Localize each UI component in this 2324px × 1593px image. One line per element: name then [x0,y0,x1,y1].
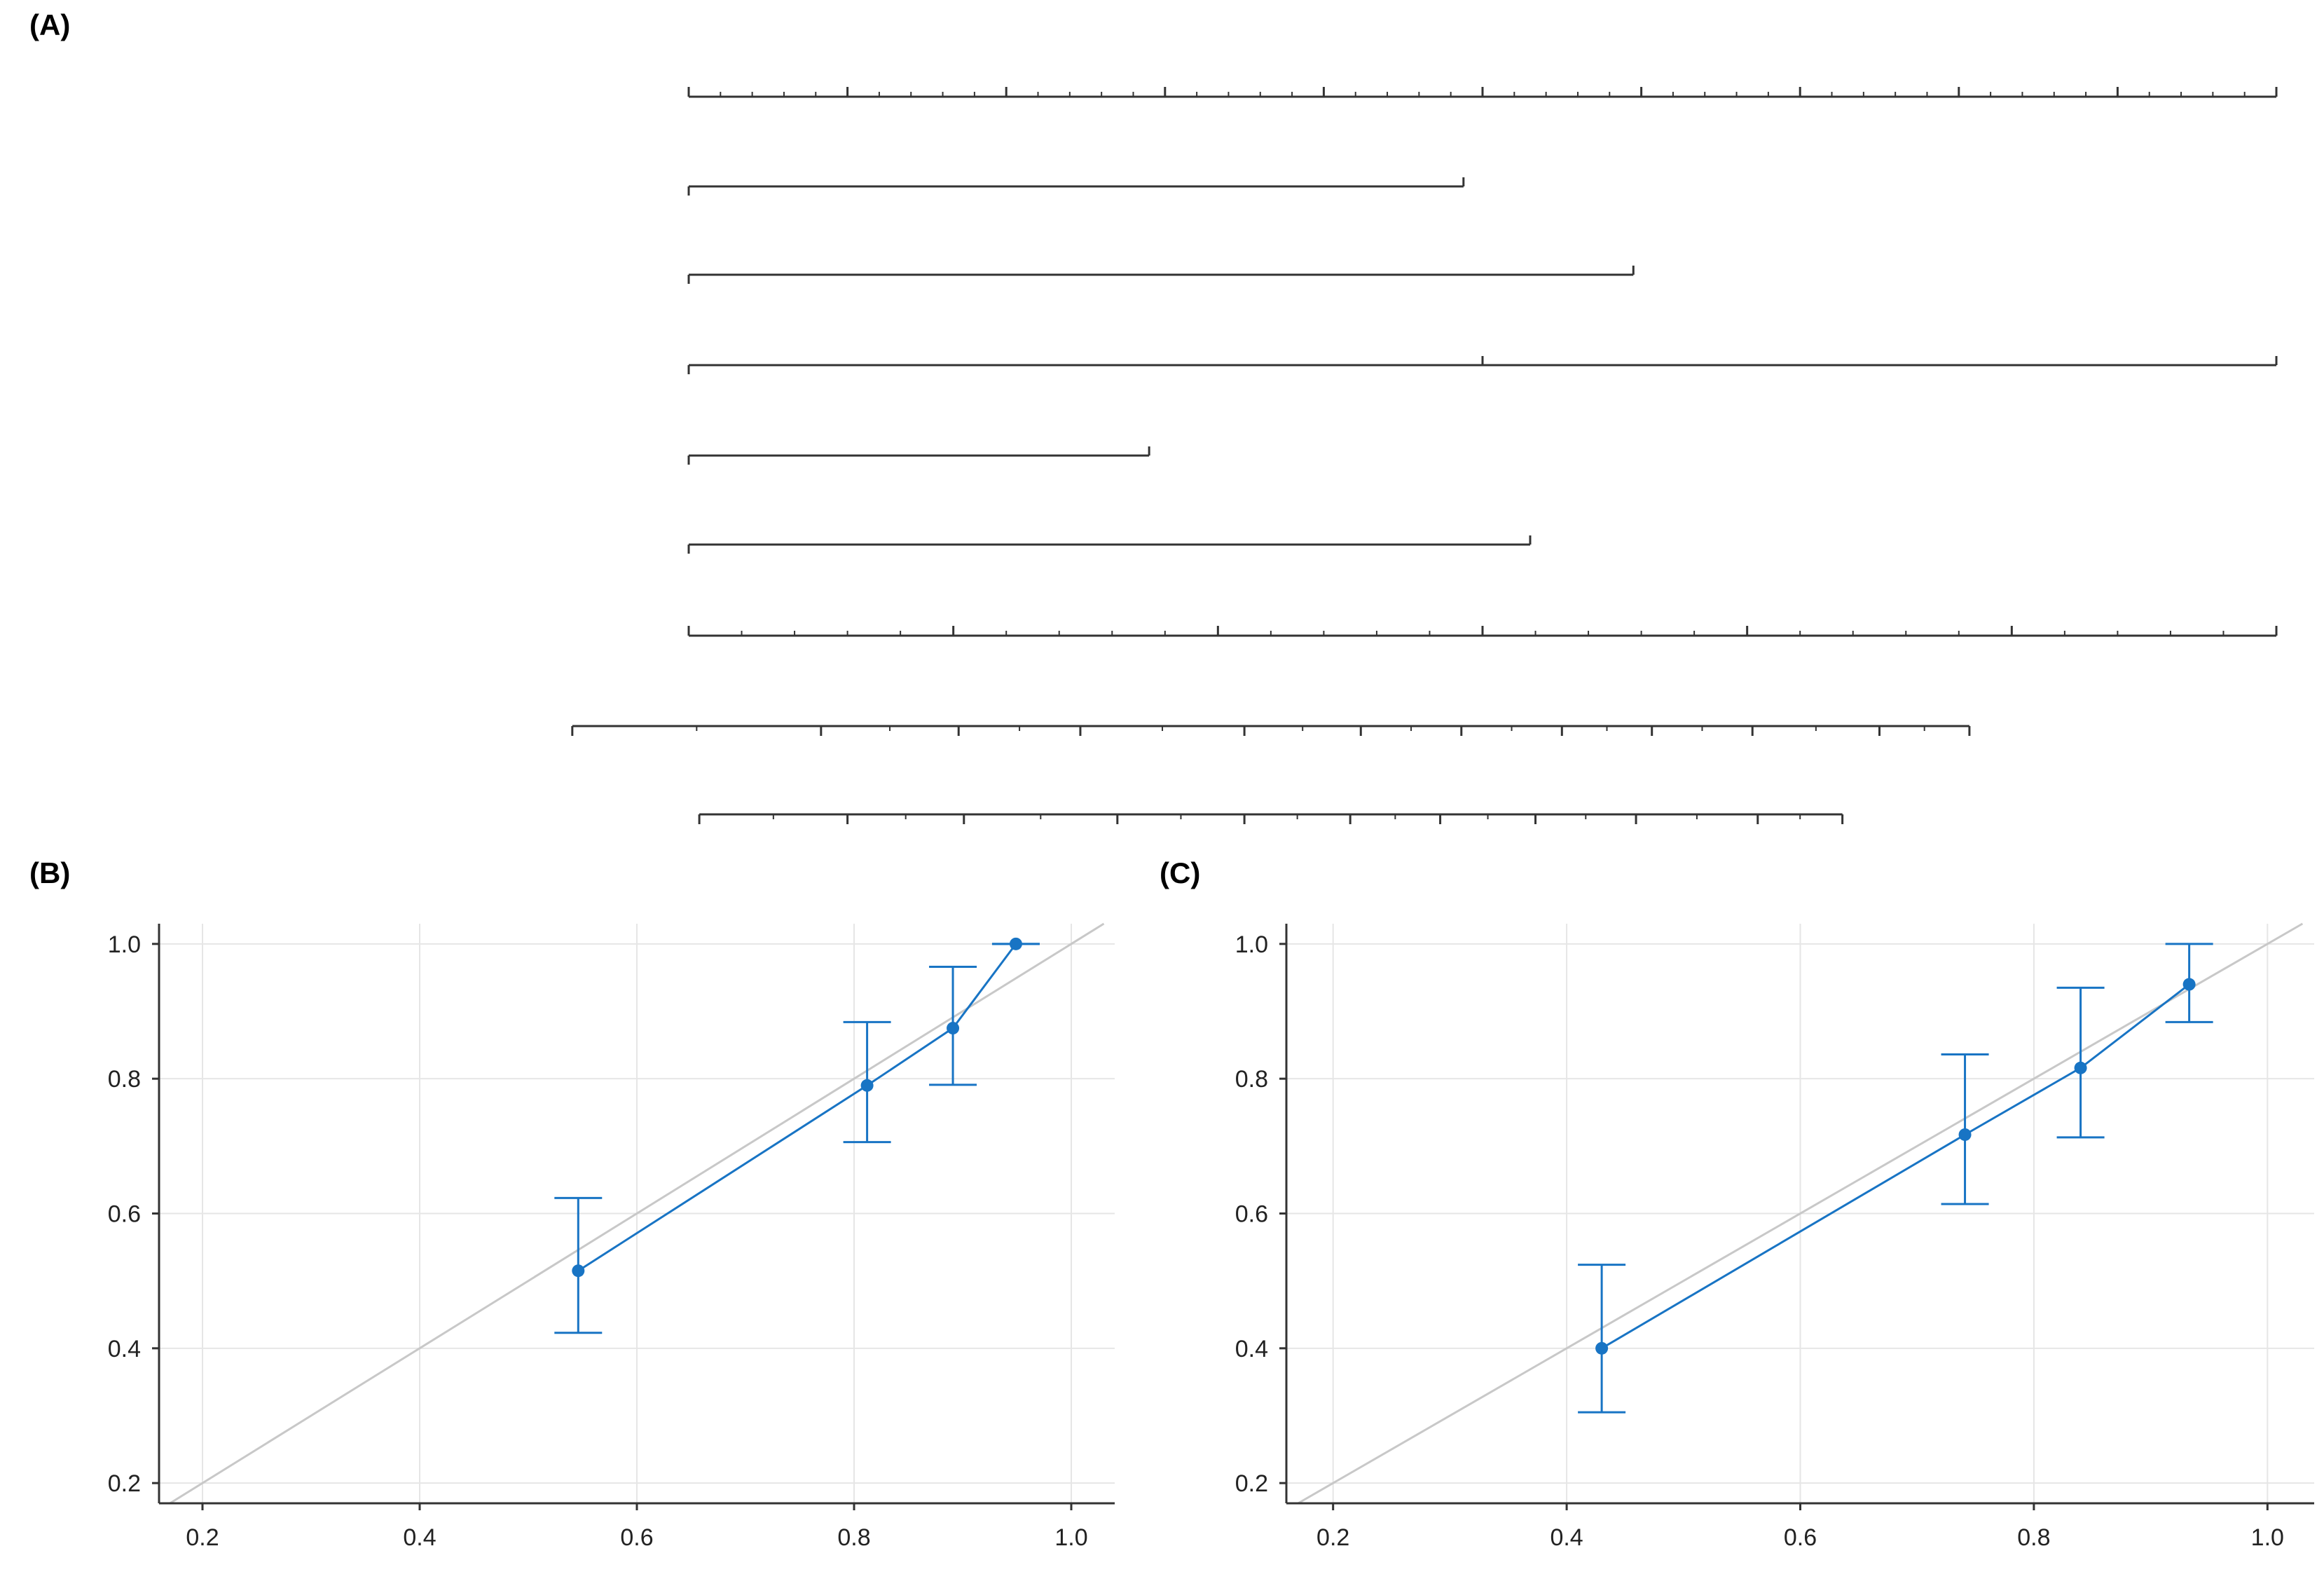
x-tick-label: 0.4 [403,1524,436,1551]
panel-label-c: (C) [1160,856,1200,889]
y-tick-label: 1.0 [108,931,141,958]
calibration-line [577,943,1017,1272]
calibration-point [2074,1061,2087,1074]
calibration-point [947,1022,960,1035]
y-tick-label: 0.4 [108,1336,141,1362]
calibration-point [860,1079,874,1092]
x-tick-label: 1.0 [2251,1524,2284,1551]
calibration-point [1595,1341,1609,1355]
y-tick-label: 0.2 [1235,1470,1268,1497]
ideal-reference-line [169,922,1105,1505]
x-tick-label: 0.8 [837,1524,870,1551]
x-tick-label: 0.6 [620,1524,653,1551]
calibration-line [1601,983,2190,1350]
calibration-3year-panel: (B) 0.2 0.4 0.6 0.8 1.0 0.2 0.4 0.6 0.8 1.0 [29,856,1115,1551]
x-tick-label: 0.2 [1316,1524,1349,1551]
x-tick-label: 1.0 [1054,1524,1087,1551]
calibration-point [572,1264,585,1278]
calibration-point [2182,978,2196,991]
x-tick-label: 0.8 [2017,1524,2050,1551]
panel-label-b: (B) [29,856,70,889]
ideal-reference-line [1297,922,2304,1505]
x-tick-label: 0.6 [1784,1524,1817,1551]
nomogram-panel: (A) [29,8,2278,824]
y-tick-label: 0.6 [1235,1201,1268,1228]
calibration-5year-panel: (C) 0.2 0.4 0.6 0.8 1.0 0.2 0.4 0.6 0.8 1.0 [1160,856,2314,1551]
y-tick-label: 0.4 [1235,1336,1268,1362]
y-tick-label: 0.8 [1235,1066,1268,1093]
y-tick-label: 0.2 [108,1470,141,1497]
calibration-point [1009,937,1022,950]
y-tick-label: 0.6 [108,1201,141,1228]
x-tick-label: 0.2 [186,1524,219,1551]
y-tick-label: 1.0 [1235,931,1268,958]
x-tick-label: 0.4 [1550,1524,1583,1551]
y-tick-label: 0.8 [108,1066,141,1093]
panel-label-a: (A) [29,8,70,41]
calibration-point [1958,1128,1972,1141]
